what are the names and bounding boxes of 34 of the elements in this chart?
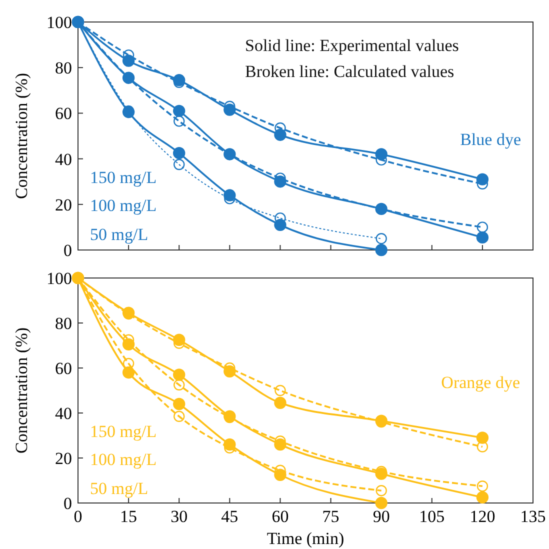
y-tick-label: 20 [55, 195, 72, 214]
annotation: 100 mg/L [90, 450, 157, 469]
annotation: Orange dye [441, 373, 520, 392]
annotation: 50 mg/L [90, 479, 148, 498]
x-tick-label: 105 [419, 507, 445, 526]
annotation: Solid line: Experimental values [245, 36, 459, 55]
annotation: 150 mg/L [90, 168, 157, 187]
x-tick-label: 60 [272, 507, 289, 526]
annotation: 50 mg/L [90, 225, 148, 244]
annotation: 100 mg/L [90, 196, 157, 215]
y-axis-title: Concentration (%) [12, 327, 31, 454]
x-tick-label: 45 [221, 507, 238, 526]
y-tick-label: 20 [55, 449, 72, 468]
y-tick-label: 0 [64, 241, 72, 260]
y-tick-label: 80 [55, 58, 72, 78]
x-tick-label: 15 [120, 507, 138, 526]
y-tick-label: 80 [55, 314, 72, 333]
y-axis-title: Concentration (%) [12, 72, 31, 200]
y-tick-label: 40 [55, 404, 72, 423]
y-tick-label: 60 [55, 104, 72, 124]
x-tick-label: 30 [170, 507, 188, 526]
y-tick-label: 100 [46, 269, 72, 288]
y-tick-label: 60 [55, 359, 72, 378]
annotation: 150 mg/L [90, 422, 157, 441]
y-tick-label: 40 [55, 150, 72, 169]
x-tick-label: 120 [470, 507, 496, 526]
y-tick-label: 100 [46, 13, 72, 32]
x-axis-title: Time (min) [266, 529, 344, 548]
x-tick-label: 90 [372, 507, 390, 526]
x-tick-label: 75 [322, 507, 340, 526]
y-tick-label: 0 [64, 494, 72, 513]
annotation: Broken line: Calculated values [245, 62, 454, 81]
x-tick-label: 135 [520, 507, 546, 526]
annotation: Blue dye [460, 130, 521, 149]
